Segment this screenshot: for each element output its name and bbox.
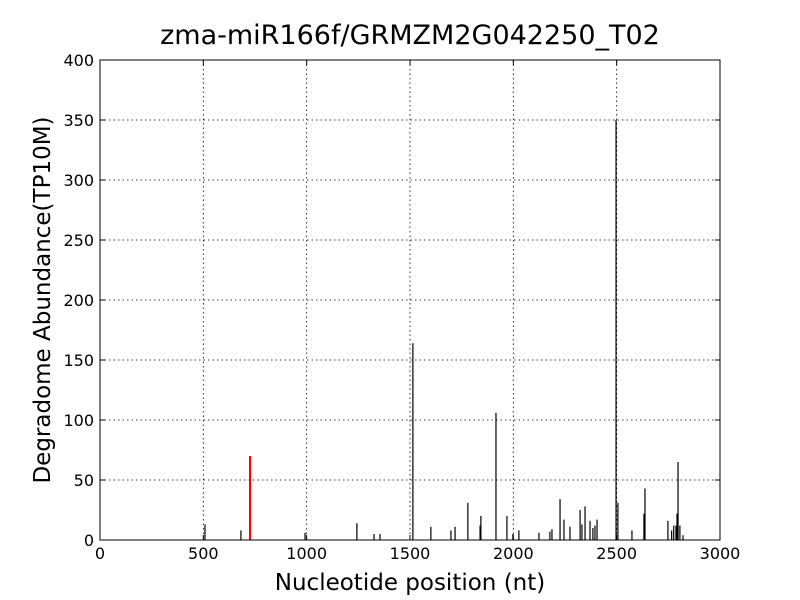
- chart-title: zma-miR166f/GRMZM2G042250_T02: [160, 20, 660, 51]
- x-tick-label: 2500: [596, 544, 637, 563]
- y-tick-label: 200: [63, 291, 94, 310]
- y-tick-label: 300: [63, 171, 94, 190]
- x-tick-label: 500: [188, 544, 219, 563]
- y-tick-label: 350: [63, 111, 94, 130]
- x-tick-label: 3000: [700, 544, 741, 563]
- y-tick-label: 250: [63, 231, 94, 250]
- y-tick-label: 100: [63, 411, 94, 430]
- x-tick-label: 0: [95, 544, 105, 563]
- y-tick-label: 50: [74, 471, 94, 490]
- y-tick-label: 150: [63, 351, 94, 370]
- x-tick-label: 2000: [493, 544, 534, 563]
- y-axis-label: Degradome Abundance(TP10M): [30, 116, 56, 483]
- plot-frame: [99, 59, 721, 541]
- x-tick-label: 1500: [390, 544, 431, 563]
- y-tick-label: 0: [84, 531, 94, 550]
- x-tick-label: 1000: [286, 544, 327, 563]
- y-tick-label: 400: [63, 51, 94, 70]
- x-axis-label: Nucleotide position (nt): [275, 570, 545, 596]
